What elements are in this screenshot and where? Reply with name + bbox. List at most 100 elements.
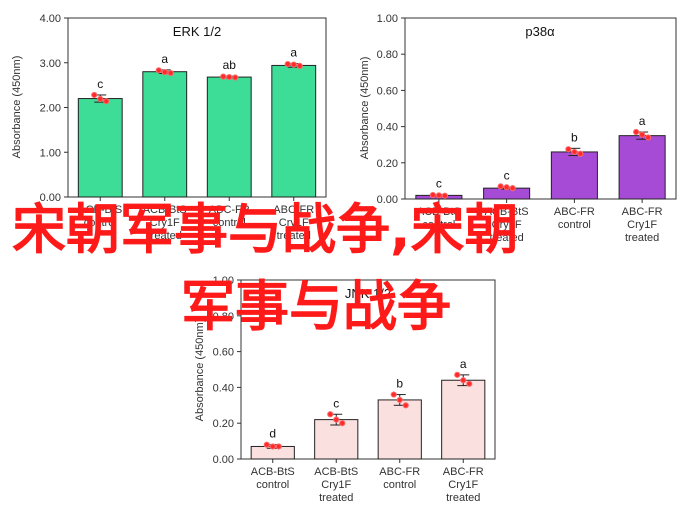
watermark-line-2: 军事与战争 (181, 275, 451, 338)
replicate-point (290, 61, 297, 68)
x-tick-label: ABC-FR control (209, 204, 250, 229)
replicate-point (396, 396, 403, 404)
replicate-point (633, 128, 640, 136)
x-tick-label: ABC-FR Cry1F treated (273, 204, 314, 242)
replicate-point (577, 150, 584, 157)
chart-p38-title: p38α (525, 24, 555, 39)
replicate-point (390, 391, 397, 398)
x-tick-label: ABC-FR Cry1F treated (622, 206, 663, 244)
x-tick-label: ACB-BtS Cry1F treated (143, 204, 187, 242)
replicate-point (232, 74, 239, 81)
y-tick-label: 3.00 (40, 58, 61, 70)
chart-jnk-marks: d c b a (250, 357, 486, 460)
y-tick-label: 0.00 (377, 194, 398, 206)
chart-p38-marks: c c b a (415, 114, 666, 200)
replicate-point (327, 411, 334, 418)
plot-frame (404, 17, 677, 200)
replicate-point (91, 91, 98, 99)
replicate-point (454, 371, 461, 378)
y-tick-label: 0.00 (40, 192, 61, 204)
y-tick-label: 0.60 (377, 85, 398, 97)
plot-frame (240, 279, 496, 460)
y-tick-label: 0.40 (213, 382, 234, 394)
significance-letter: c (504, 168, 510, 182)
replicate-point (275, 443, 282, 450)
y-tick-label: 0.40 (377, 122, 398, 134)
x-tick-label: ACB-BtS control (78, 204, 122, 229)
replicate-point (161, 69, 168, 76)
replicate-point (269, 443, 276, 450)
replicate-point (509, 185, 516, 192)
replicate-point (466, 380, 473, 387)
y-tick-label: 0.00 (213, 454, 234, 466)
y-tick-label: 0.20 (377, 158, 398, 170)
x-tick-label: ACB-BtS Cry1F treated (314, 466, 358, 504)
chart-erk-marks: c a ab a (77, 46, 317, 198)
significance-letter: d (269, 427, 276, 441)
chart-erk: 0.00 1.00 2.00 3.00 4.00 ACB-BtS control ACB-Bt… (11, 13, 327, 242)
significance-letter: a (161, 52, 168, 66)
y-tick-label: 1.00 (377, 13, 398, 25)
significance-letter: c (97, 77, 103, 91)
replicate-point (167, 69, 174, 77)
replicate-point (571, 148, 578, 156)
y-tick-label: 0.80 (213, 311, 234, 323)
x-tick-label: ACB-BtS Cry1F treated (485, 206, 529, 244)
chart-jnk-axes: 0.00 0.20 0.40 0.60 0.80 1.00 ACB-BtS control AC… (213, 275, 496, 504)
bar (314, 419, 359, 460)
replicate-point (333, 416, 340, 423)
replicate-point (441, 192, 448, 199)
bar (618, 135, 666, 200)
chart-erk-ylabel: Absorbance (450nm) (11, 56, 23, 159)
chart-erk-axes: 0.00 1.00 2.00 3.00 4.00 ACB-BtS control ACB-Bt… (40, 13, 327, 242)
significance-letter: ab (223, 58, 237, 72)
replicate-point (263, 441, 270, 448)
replicate-point (296, 62, 303, 69)
replicate-point (220, 73, 227, 80)
y-tick-label: 0.60 (213, 347, 234, 359)
replicate-point (435, 192, 442, 199)
x-tick-label: ABC-FR control (379, 466, 420, 491)
replicate-point (103, 98, 110, 105)
bar (142, 71, 188, 198)
bar (77, 98, 123, 198)
chart-p38: 0.00 0.20 0.40 0.60 0.80 1.00 ACB-BtS control AC… (359, 13, 677, 244)
y-tick-label: 2.00 (40, 103, 61, 115)
replicate-point (639, 131, 646, 138)
y-tick-label: 4.00 (40, 13, 61, 25)
replicate-point (226, 73, 233, 81)
replicate-point (460, 377, 467, 384)
bar (377, 399, 422, 460)
replicate-point (402, 402, 409, 409)
replicate-point (497, 183, 504, 190)
replicate-point (503, 184, 510, 191)
chart-erk-title: ERK 1/2 (173, 24, 221, 39)
x-tick-label: ABC-FR Cry1F treated (443, 466, 484, 504)
bar (441, 379, 486, 460)
y-tick-label: 0.20 (213, 418, 234, 430)
chart-jnk-title: JNK 1/2 (345, 286, 391, 301)
replicate-point (284, 60, 291, 68)
replicate-point (339, 420, 346, 427)
y-tick-label: 1.00 (213, 275, 234, 287)
y-tick-label: 0.80 (377, 49, 398, 61)
chart-jnk-ylabel: Absorbance (450nm) (194, 319, 206, 422)
chart-p38-axes: 0.00 0.20 0.40 0.60 0.80 1.00 ACB-BtS control AC… (377, 13, 677, 244)
significance-letter: b (396, 377, 403, 391)
replicate-point (97, 95, 104, 103)
x-tick-label: ABC-FR control (554, 206, 595, 231)
x-tick-label: ACB-BtS control (251, 466, 295, 491)
significance-letter: c (436, 176, 442, 190)
watermark-line-1: 宋朝军事与战争,宋朝 (12, 198, 519, 261)
bar (550, 151, 598, 200)
bar (271, 64, 317, 198)
replicate-point (645, 134, 652, 141)
replicate-point (429, 191, 436, 199)
replicate-point (155, 67, 162, 74)
significance-letter: a (639, 114, 646, 128)
x-tick-label: ACB-BtS control (417, 206, 461, 231)
significance-letter: c (333, 396, 339, 410)
y-tick-label: 1.00 (40, 147, 61, 159)
significance-letter: b (571, 130, 578, 144)
